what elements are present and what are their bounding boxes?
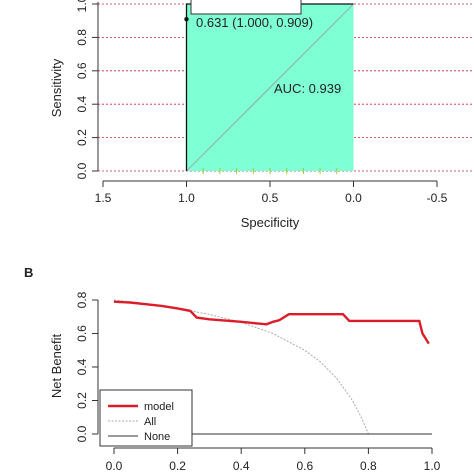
roc-y-tick-label: 1.0 — [75, 0, 89, 12]
dca-x-tick-label: 0.0 — [106, 459, 123, 473]
roc-x-ticks: 1.5 1.0 0.5 0.0 -0.5 — [95, 181, 448, 205]
dca-y-ticks: 0.0 0.2 0.4 0.6 0.8 — [75, 291, 98, 442]
roc-x-tick-label: 0.0 — [345, 191, 362, 205]
dca-y-tick-label: 0.0 — [75, 425, 89, 442]
dca-x-tick-label: 0.4 — [233, 459, 250, 473]
dca-x-tick-label: 0.8 — [360, 459, 377, 473]
dca-y-tick-label: 0.4 — [75, 358, 89, 375]
roc-y-ticks: 0.0 0.2 0.4 0.6 0.8 1.0 — [75, 0, 98, 179]
dca-line-model — [113, 300, 430, 345]
dca-legend: model All None — [99, 389, 193, 447]
roc-y-axis-label: Sensitivity — [49, 58, 64, 117]
dca-y-tick-label: 0.2 — [75, 392, 89, 409]
roc-y-tick-label: 0.0 — [75, 162, 89, 179]
roc-diagonal-reference — [186, 3, 354, 172]
dca-y-tick-label: 0.8 — [75, 291, 89, 308]
roc-y-tick-label: 0.8 — [75, 29, 89, 46]
roc-chart: 0.631 (1.000, 0.909) AUC: 0.939 0.00.20.… — [49, 0, 474, 230]
roc-x-tick-label: 1.5 — [95, 191, 112, 205]
dca-y-tick-label: 0.6 — [75, 325, 89, 342]
dca-chart: 0.0 0.2 0.4 0.6 0.8 0.0 0.2 0.4 0.6 0.8 1.0 Net B… — [49, 291, 441, 473]
roc-x-axis-label: Specificity — [241, 215, 300, 230]
dca-x-ticks: 0.0 0.2 0.4 0.6 0.8 1.0 — [106, 448, 441, 473]
legend-label-model: model — [144, 401, 174, 413]
roc-y-tick-label: 0.2 — [75, 129, 89, 146]
legend-label-none: None — [144, 431, 170, 443]
roc-x-tick-label: 0.5 — [262, 191, 279, 205]
dca-x-tick-label: 1.0 — [424, 459, 441, 473]
roc-y-tick-label: 0.6 — [75, 62, 89, 79]
dca-y-axis-label: Net Benefit — [49, 333, 64, 398]
threshold-point — [184, 16, 189, 22]
legend-box — [99, 389, 193, 447]
auc-annotation: AUC: 0.939 — [274, 81, 341, 96]
threshold-label-box — [190, 0, 302, 15]
roc-tick-rugs — [202, 168, 338, 174]
threshold-annotation: 0.631 (1.000, 0.909) — [196, 15, 313, 30]
dca-x-tick-label: 0.6 — [296, 459, 313, 473]
legend-label-all: All — [144, 416, 156, 428]
roc-y-tick-label: 0.4 — [75, 96, 89, 113]
dca-x-tick-label: 0.2 — [169, 459, 186, 473]
panel-b-label: B — [24, 265, 33, 280]
roc-x-tick-label: 1.0 — [178, 191, 195, 205]
roc-x-tick-label: -0.5 — [427, 191, 448, 205]
